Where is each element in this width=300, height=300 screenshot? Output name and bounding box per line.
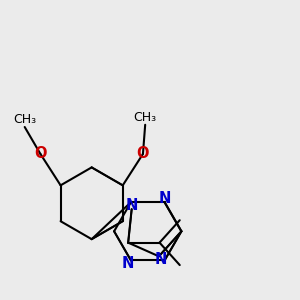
Text: CH₃: CH₃ [134,111,157,124]
Text: CH₃: CH₃ [13,113,36,126]
Text: N: N [158,191,171,206]
Text: N: N [155,252,167,267]
Text: O: O [34,146,47,161]
Text: N: N [125,198,138,213]
Text: N: N [122,256,134,271]
Text: O: O [137,146,149,161]
